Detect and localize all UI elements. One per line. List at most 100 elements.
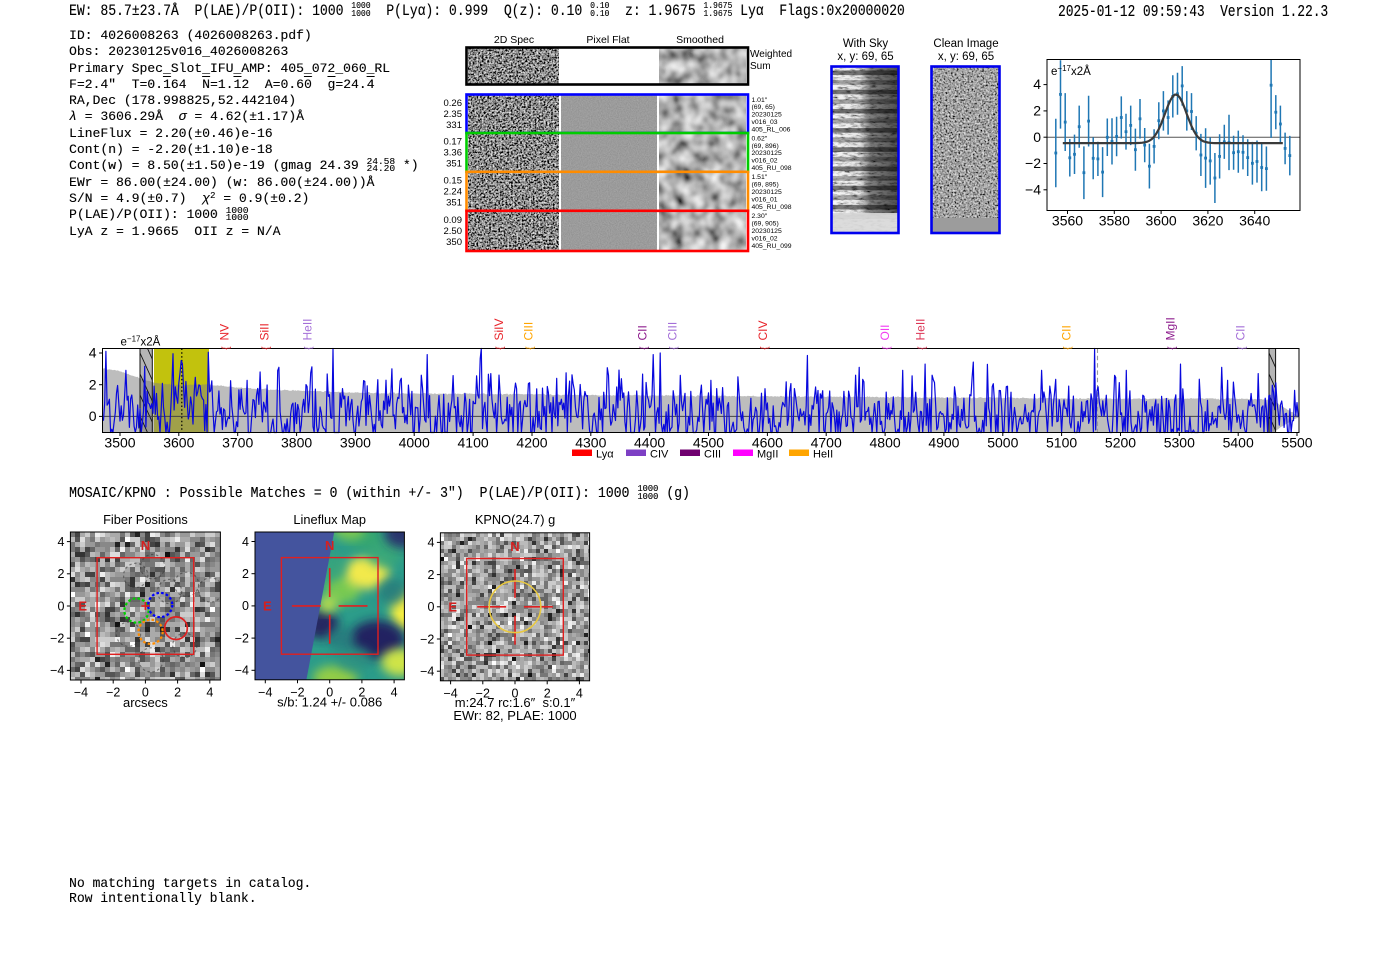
svg-text:4: 4 <box>206 686 213 700</box>
svg-text:(69, 895): (69, 895) <box>752 182 779 189</box>
svg-text:0: 0 <box>242 599 249 613</box>
svg-text:{: { <box>1063 346 1074 350</box>
svg-text:MgII: MgII <box>1163 317 1177 340</box>
svg-text:2: 2 <box>57 567 64 581</box>
svg-text:0: 0 <box>89 408 97 424</box>
svg-text:3500: 3500 <box>104 435 135 451</box>
svg-text:20230125: 20230125 <box>752 189 782 196</box>
svg-text:0.09: 0.09 <box>444 215 463 226</box>
svg-text:{: { <box>304 346 315 350</box>
svg-text:HeII: HeII <box>813 449 833 461</box>
svg-text:−4: −4 <box>443 686 457 700</box>
svg-text:N: N <box>141 538 150 553</box>
svg-text:3900: 3900 <box>340 435 371 451</box>
svg-text:SiIV: SiIV <box>492 318 506 340</box>
svg-text:2.30″: 2.30″ <box>752 213 768 220</box>
svg-text:CIV: CIV <box>756 320 770 340</box>
svg-text:2: 2 <box>89 376 97 392</box>
svg-text:Pixel Flat: Pixel Flat <box>586 34 629 46</box>
svg-text:EWr: 82, PLAE: 1000: EWr: 82, PLAE: 1000 <box>453 708 576 723</box>
svg-text:{: { <box>639 346 650 350</box>
svg-text:2: 2 <box>358 685 365 699</box>
svg-text:0.26: 0.26 <box>444 98 463 109</box>
svg-text:−4: −4 <box>1025 181 1041 197</box>
svg-text:20230125: 20230125 <box>752 150 782 157</box>
svg-text:{: { <box>669 346 680 350</box>
svg-text:3600: 3600 <box>1146 213 1177 227</box>
svg-text:1.51″: 1.51″ <box>752 174 768 181</box>
svg-text:{: { <box>261 346 272 350</box>
svg-text:HeII: HeII <box>300 318 314 340</box>
svg-text:CIII: CIII <box>704 449 721 461</box>
svg-text:4700: 4700 <box>811 435 842 451</box>
svg-text:2: 2 <box>1033 103 1041 119</box>
svg-text:Fiber Positions: Fiber Positions <box>103 512 188 527</box>
svg-text:351: 351 <box>446 197 462 208</box>
svg-text:x, y: 69, 65: x, y: 69, 65 <box>938 51 994 63</box>
svg-text:−4: −4 <box>50 664 64 678</box>
svg-text:Lineflux Map: Lineflux Map <box>293 512 366 527</box>
svg-text:With Sky: With Sky <box>843 38 889 50</box>
svg-text:3800: 3800 <box>281 435 312 451</box>
svg-text:0.17: 0.17 <box>444 136 463 147</box>
svg-text:351: 351 <box>446 158 462 169</box>
svg-text:{: { <box>495 346 506 350</box>
svg-text:−4: −4 <box>74 686 88 700</box>
svg-text:−4: −4 <box>235 664 249 678</box>
svg-text:{: { <box>881 346 892 350</box>
svg-text:2: 2 <box>544 686 551 700</box>
svg-text:x, y: 69, 65: x, y: 69, 65 <box>837 51 893 63</box>
svg-text:CII: CII <box>636 325 650 340</box>
svg-text:3560: 3560 <box>1052 213 1083 227</box>
svg-text:3640: 3640 <box>1239 213 1270 227</box>
svg-text:2: 2 <box>242 567 249 581</box>
svg-text:4900: 4900 <box>928 435 959 451</box>
svg-text:−2: −2 <box>50 632 64 646</box>
svg-text:20230125: 20230125 <box>752 228 782 235</box>
svg-text:HeII: HeII <box>914 318 928 340</box>
svg-text:{: { <box>221 346 232 350</box>
svg-text:350: 350 <box>446 237 462 248</box>
svg-text:(69, 896): (69, 896) <box>752 143 779 150</box>
svg-text:0: 0 <box>57 599 64 613</box>
svg-text:2.35: 2.35 <box>444 109 463 120</box>
svg-text:4500: 4500 <box>693 435 724 451</box>
svg-text:Lyα: Lyα <box>596 449 614 461</box>
svg-text:2: 2 <box>174 686 181 700</box>
svg-text:CIII: CIII <box>665 322 679 341</box>
svg-text:SiII: SiII <box>258 323 272 340</box>
svg-text:CIII: CIII <box>522 322 536 341</box>
svg-text:s/b: 1.24 +/- 0.086: s/b: 1.24 +/- 0.086 <box>277 695 382 710</box>
svg-text:{: { <box>1237 346 1248 350</box>
svg-text:−2: −2 <box>476 686 490 700</box>
svg-text:331: 331 <box>446 120 462 131</box>
svg-text:v016_02: v016_02 <box>752 236 778 243</box>
svg-text:405_RU_099: 405_RU_099 <box>752 243 792 250</box>
svg-text:4000: 4000 <box>399 435 430 451</box>
svg-text:v016_03: v016_03 <box>752 119 778 126</box>
svg-text:−2: −2 <box>290 685 304 699</box>
svg-text:Sum: Sum <box>750 61 771 72</box>
svg-text:e−17x2Å: e−17x2Å <box>1051 64 1091 78</box>
svg-text:5500: 5500 <box>1281 435 1312 451</box>
svg-text:−2: −2 <box>420 632 434 646</box>
svg-text:5400: 5400 <box>1223 435 1254 451</box>
svg-text:405_RL_006: 405_RL_006 <box>752 127 791 134</box>
svg-text:4800: 4800 <box>870 435 901 451</box>
svg-text:N: N <box>325 538 334 553</box>
svg-text:405_RU_098: 405_RU_098 <box>752 204 792 211</box>
svg-text:5200: 5200 <box>1105 435 1136 451</box>
svg-text:3700: 3700 <box>222 435 253 451</box>
svg-text:CII: CII <box>1059 325 1073 340</box>
svg-text:4: 4 <box>576 686 583 700</box>
svg-text:2.24: 2.24 <box>444 186 463 197</box>
svg-text:0: 0 <box>326 685 333 699</box>
svg-text:3580: 3580 <box>1099 213 1130 227</box>
svg-text:4: 4 <box>391 685 398 699</box>
svg-text:4600: 4600 <box>752 435 783 451</box>
svg-text:v016_02: v016_02 <box>752 158 778 165</box>
svg-text:−2: −2 <box>235 631 249 645</box>
svg-text:0: 0 <box>427 600 434 614</box>
svg-text:4: 4 <box>427 536 434 550</box>
svg-text:20230125: 20230125 <box>752 112 782 119</box>
